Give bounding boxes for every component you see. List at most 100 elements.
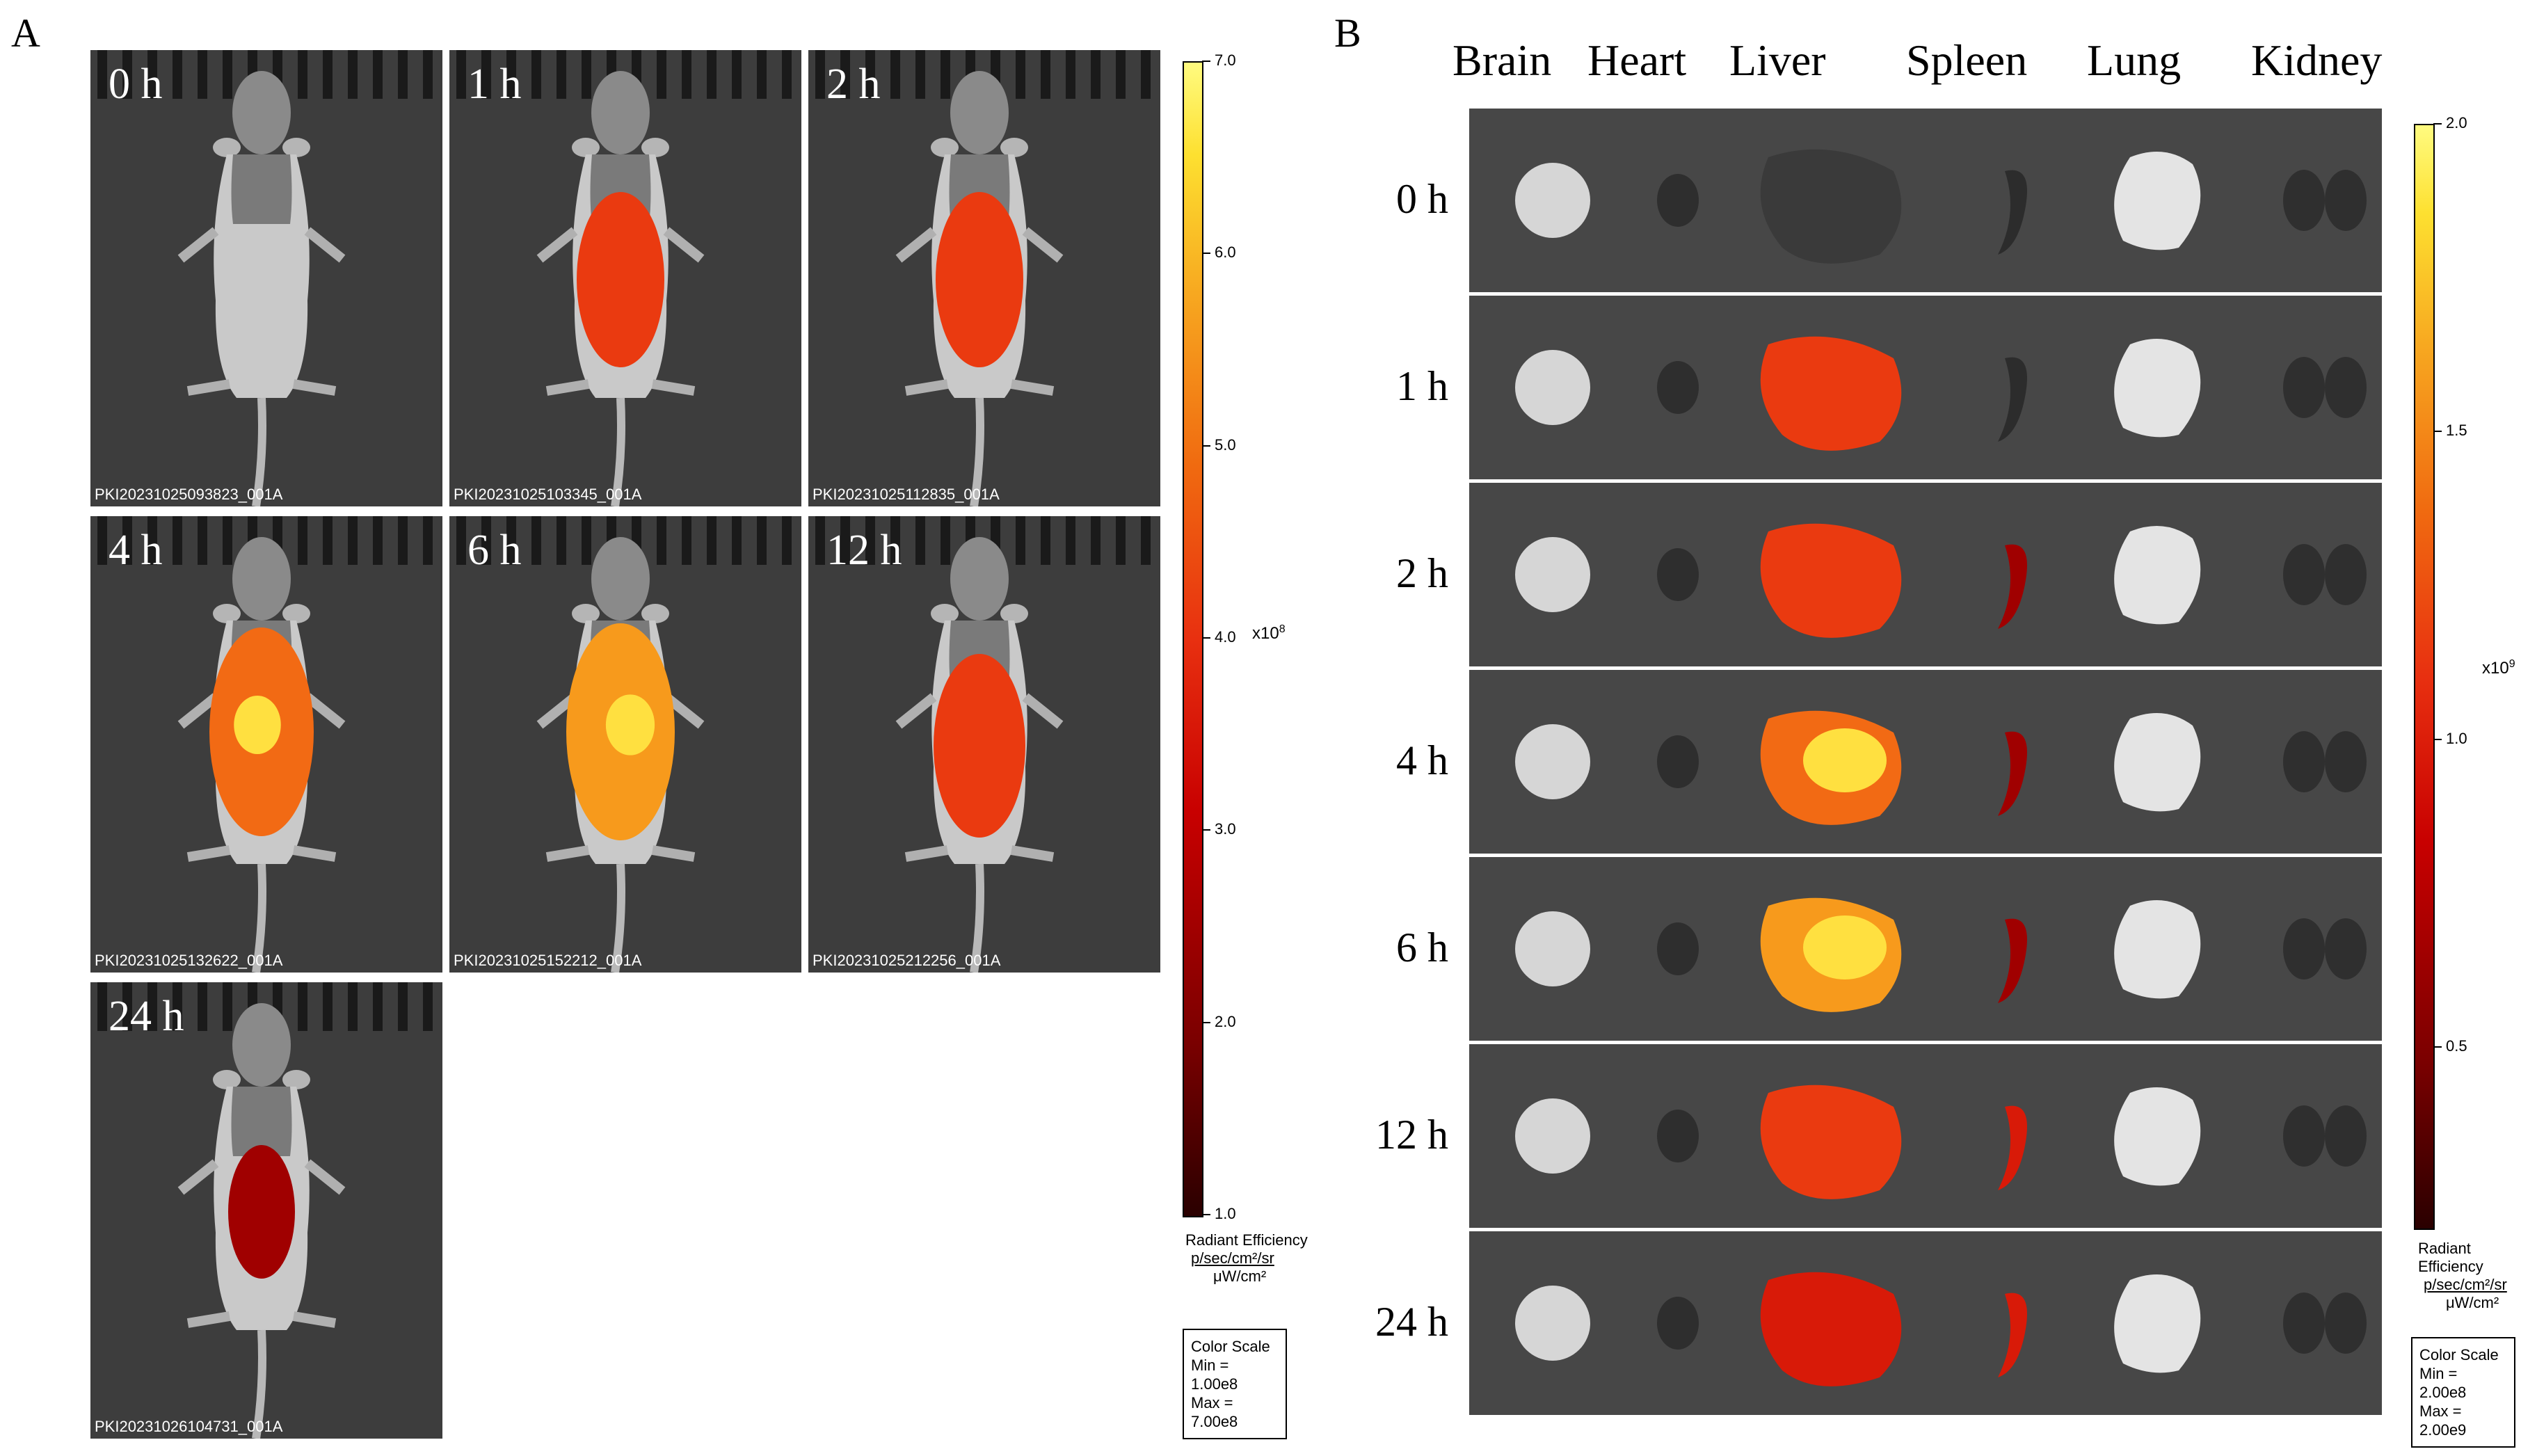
lung-organ bbox=[2114, 339, 2201, 438]
mouse-head bbox=[591, 71, 650, 154]
brain-organ bbox=[1515, 163, 1590, 238]
fluorescence-hotspot bbox=[234, 696, 281, 754]
mouse-tile: 24 h PKI20231026104731_001A bbox=[90, 982, 442, 1439]
brain-organ bbox=[1515, 537, 1590, 612]
mouse-tile: 1 h PKI20231025103345_001A bbox=[449, 50, 801, 506]
organ-image bbox=[1469, 1231, 2382, 1415]
mouse-head bbox=[950, 537, 1009, 621]
fluorescence-hotspot bbox=[605, 694, 655, 755]
mouse-tail bbox=[252, 863, 266, 973]
image-file-id: PKI20231025132622_001A bbox=[95, 952, 283, 969]
kidney-organ-right bbox=[2325, 918, 2367, 979]
colorbar-a-tickmark bbox=[1202, 637, 1210, 639]
mouse-tile: 6 h PKI20231025152212_001A bbox=[449, 516, 801, 973]
liver-organ bbox=[1760, 149, 1902, 264]
colorbar-b-tickmark bbox=[2433, 123, 2442, 125]
lung-organ bbox=[2114, 900, 2201, 999]
fluorescence-signal bbox=[228, 1145, 295, 1279]
colorbar-a-tickmark bbox=[1202, 253, 1210, 255]
colorbar-a-tick-label: 4.0 bbox=[1215, 628, 1236, 646]
cage-bars bbox=[97, 516, 433, 565]
mouse-image bbox=[808, 50, 1160, 506]
spleen-organ bbox=[1998, 731, 2027, 816]
image-file-id: PKI20231025112835_001A bbox=[813, 486, 1000, 503]
mouse-ear-right bbox=[641, 604, 669, 623]
mouse-image bbox=[808, 516, 1160, 973]
organ-image bbox=[1469, 670, 2382, 854]
timepoint-label: 0 h bbox=[109, 61, 163, 108]
color-scale-box-b: Color Scale Min = 2.00e8 Max = 2.00e9 bbox=[2411, 1337, 2515, 1448]
image-file-id: PKI20231025212256_001A bbox=[813, 952, 1001, 969]
colorbar-a-tick-label: 7.0 bbox=[1215, 51, 1236, 69]
image-file-id: PKI20231025103345_001A bbox=[454, 486, 642, 503]
brain-organ bbox=[1515, 724, 1590, 799]
heart-organ bbox=[1657, 361, 1699, 414]
image-file-id: PKI20231025093823_001A bbox=[95, 486, 283, 503]
panel-b-letter: B bbox=[1334, 10, 1361, 56]
colorbar-b-tickmark bbox=[2433, 738, 2442, 740]
mouse-tail bbox=[611, 863, 625, 973]
mouse-hind-legs bbox=[904, 845, 1055, 862]
fluorescence-signal bbox=[936, 192, 1023, 367]
organ-row-image bbox=[1469, 1231, 2382, 1415]
mouse-image bbox=[449, 50, 801, 506]
mouse-chest bbox=[231, 154, 292, 224]
colorbar-b-exponent: x109 bbox=[2482, 658, 2515, 678]
organ-image bbox=[1469, 1044, 2382, 1228]
mouse-ear-right bbox=[282, 138, 310, 157]
spleen-organ bbox=[1998, 170, 2027, 255]
kidney-organ-left bbox=[2283, 918, 2325, 979]
mouse-tile: 4 h PKI20231025132622_001A bbox=[90, 516, 442, 973]
mouse-hind-legs bbox=[545, 379, 696, 396]
mouse-tail bbox=[970, 863, 984, 973]
mouse-front-legs bbox=[895, 693, 1064, 729]
organ-row-timepoint: 24 h bbox=[1375, 1299, 1448, 1345]
kidney-organ-left bbox=[2283, 1293, 2325, 1354]
mouse-image bbox=[90, 982, 442, 1439]
mouse-tile: 2 h PKI20231025112835_001A bbox=[808, 50, 1160, 506]
kidney-organ-right bbox=[2325, 731, 2367, 792]
kidney-organ-right bbox=[2325, 544, 2367, 605]
organ-row-timepoint: 0 h bbox=[1396, 176, 1448, 222]
mouse-ear-left bbox=[213, 138, 241, 157]
mouse-ear-left bbox=[931, 604, 959, 623]
organ-image bbox=[1469, 857, 2382, 1041]
organ-row-timepoint: 1 h bbox=[1396, 363, 1448, 409]
organ-row-image bbox=[1469, 1044, 2382, 1228]
colorbar-a-unit: Radiant Efficiency p/sec/cm²/sr μW/cm² bbox=[1185, 1231, 1308, 1285]
organ-row-image bbox=[1469, 109, 2382, 292]
liver-organ bbox=[1760, 1272, 1902, 1386]
mouse-hind-legs bbox=[904, 379, 1055, 396]
organ-row-timepoint: 6 h bbox=[1396, 925, 1448, 970]
panel-a-letter: A bbox=[11, 10, 40, 56]
brain-organ bbox=[1515, 1286, 1590, 1361]
colorbar-a-tickmark bbox=[1202, 829, 1210, 831]
organ-row-image bbox=[1469, 296, 2382, 479]
image-file-id: PKI20231025152212_001A bbox=[454, 952, 642, 969]
heart-organ bbox=[1657, 1297, 1699, 1350]
liver-hotspot bbox=[1803, 915, 1887, 979]
mouse-image bbox=[449, 516, 801, 973]
mouse-front-legs bbox=[536, 227, 705, 263]
mouse-head bbox=[591, 537, 650, 621]
mouse-ear-left bbox=[213, 604, 241, 623]
organ-header-kidney: Kidney bbox=[2251, 35, 2383, 85]
colorbar-b-tick-label: 2.0 bbox=[2446, 114, 2467, 131]
kidney-organ-left bbox=[2283, 170, 2325, 231]
colorbar-a-tick-label: 2.0 bbox=[1215, 1012, 1236, 1030]
kidney-organ-right bbox=[2325, 1105, 2367, 1167]
lung-organ bbox=[2114, 526, 2201, 625]
fluorescence-signal bbox=[934, 654, 1025, 838]
colorbar-a-tick-label: 6.0 bbox=[1215, 243, 1236, 262]
mouse-ear-right bbox=[1000, 604, 1028, 623]
mouse-head bbox=[950, 71, 1009, 154]
timepoint-label: 24 h bbox=[109, 993, 184, 1040]
colorbar-a-tickmark bbox=[1202, 61, 1210, 62]
kidney-organ-left bbox=[2283, 544, 2325, 605]
organ-header-brain: Brain bbox=[1452, 35, 1552, 85]
timepoint-label: 4 h bbox=[109, 527, 163, 574]
heart-organ bbox=[1657, 548, 1699, 601]
mouse-ear-left bbox=[572, 138, 600, 157]
kidney-organ-left bbox=[2283, 1105, 2325, 1167]
brain-organ bbox=[1515, 1098, 1590, 1174]
